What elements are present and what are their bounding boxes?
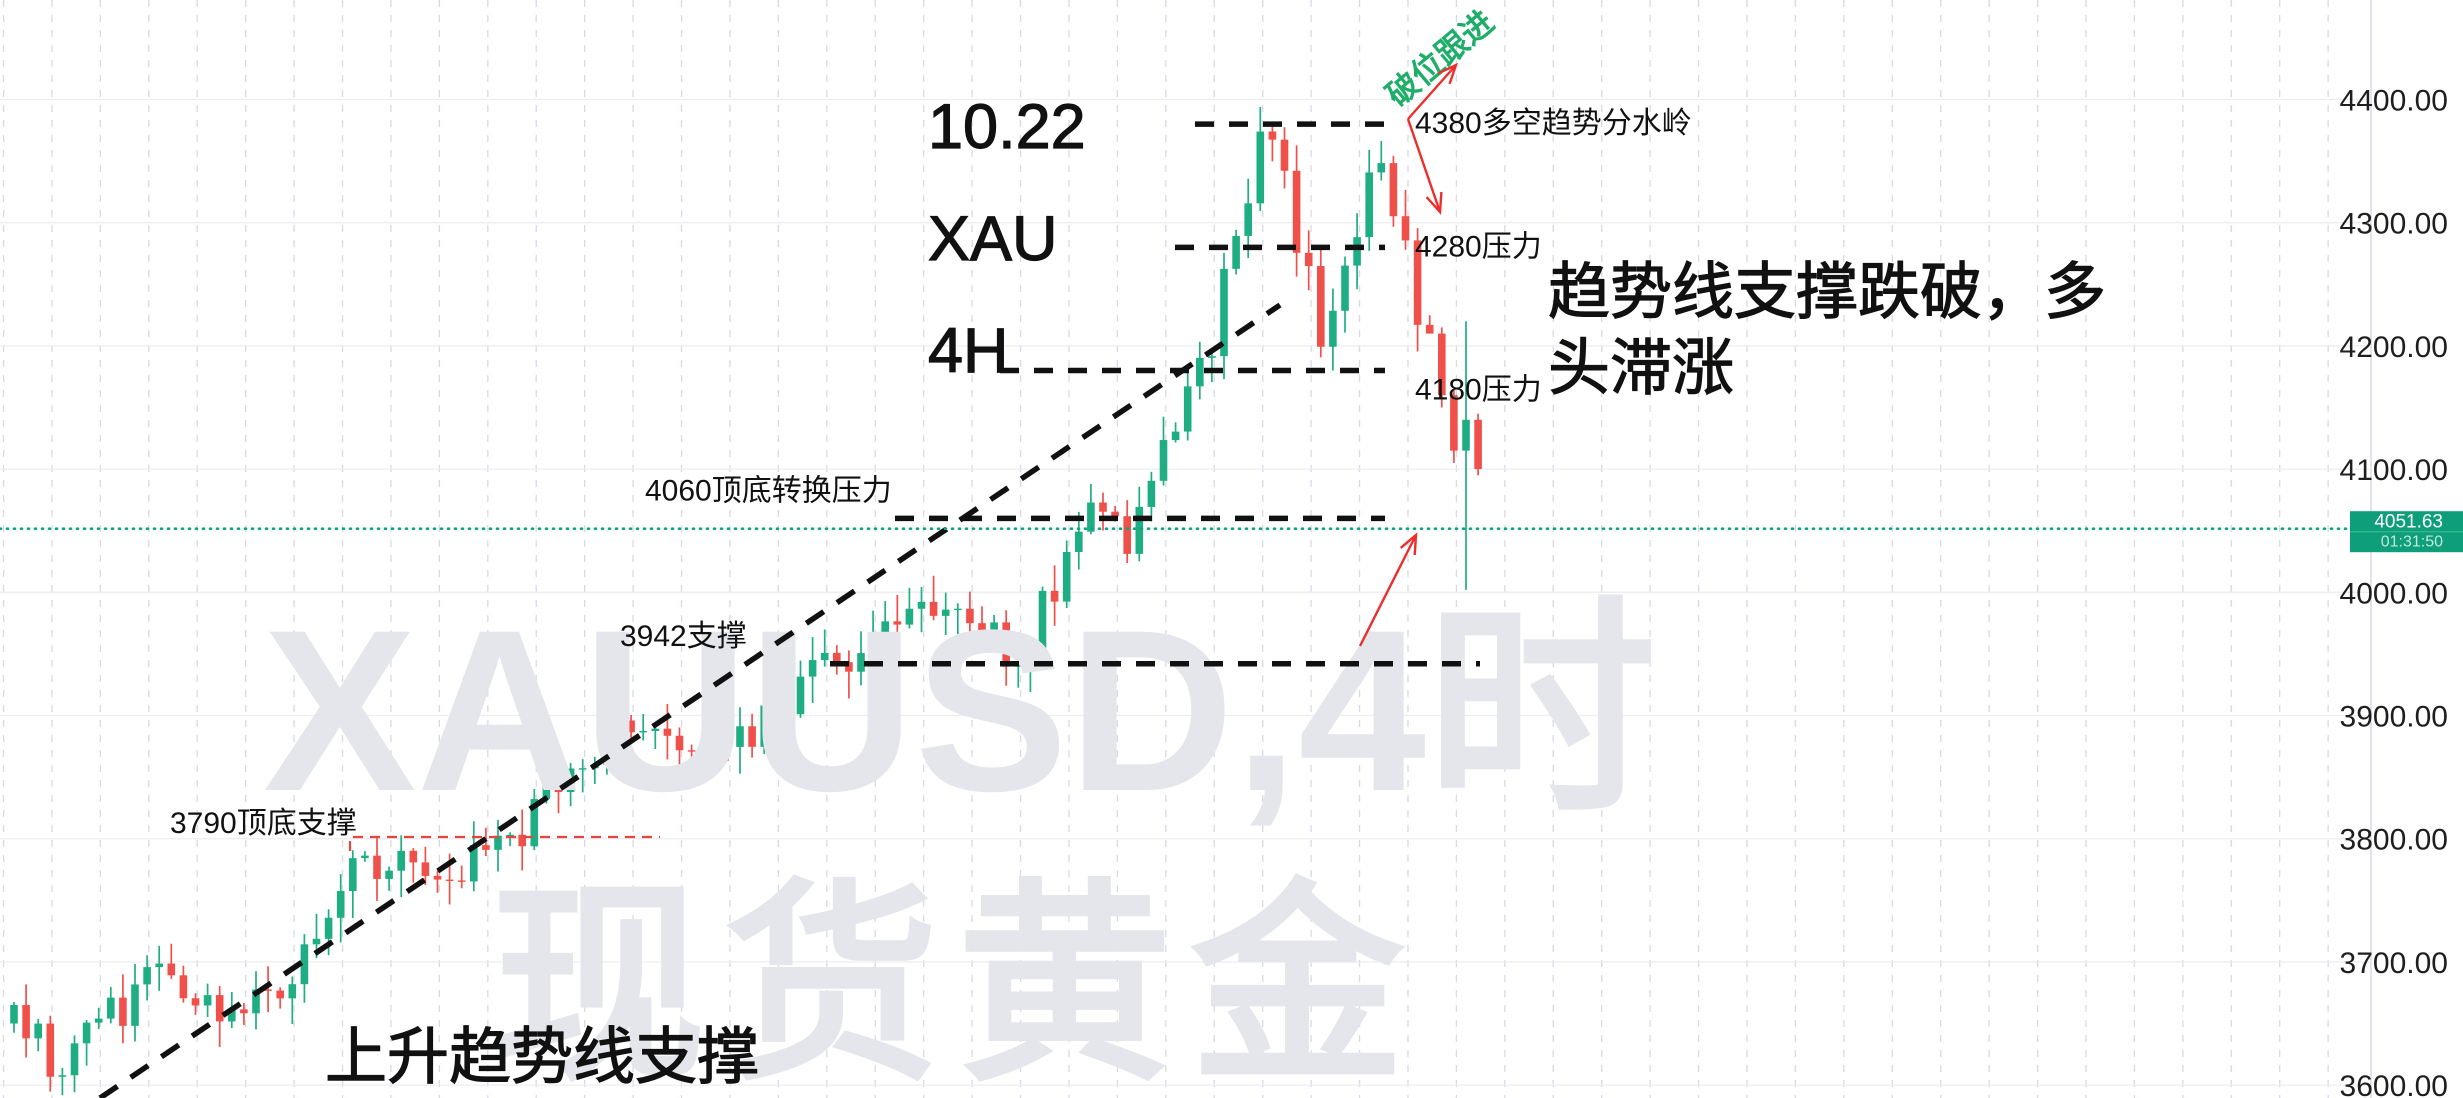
svg-text:头滞涨: 头滞涨 bbox=[1548, 334, 1734, 403]
svg-text:4H: 4H bbox=[928, 316, 1009, 386]
svg-text:4400.00: 4400.00 bbox=[2340, 85, 2448, 118]
svg-text:3790顶底支撑: 3790顶底支撑 bbox=[170, 807, 357, 840]
svg-text:4200.00: 4200.00 bbox=[2340, 331, 2448, 364]
svg-text:3800.00: 3800.00 bbox=[2340, 824, 2448, 857]
svg-text:4280压力: 4280压力 bbox=[1415, 230, 1542, 263]
svg-text:4100.00: 4100.00 bbox=[2340, 454, 2448, 487]
svg-text:3700.00: 3700.00 bbox=[2340, 947, 2448, 980]
svg-text:XAU: XAU bbox=[928, 204, 1058, 274]
svg-text:XAUUSD,4时: XAUUSD,4时 bbox=[263, 582, 1656, 839]
svg-text:4300.00: 4300.00 bbox=[2340, 208, 2448, 241]
svg-text:4051.63: 4051.63 bbox=[2374, 512, 2443, 533]
svg-text:3942支撑: 3942支撑 bbox=[620, 620, 747, 653]
svg-text:破位跟进: 破位跟进 bbox=[1379, 3, 1500, 113]
svg-text:10.22: 10.22 bbox=[928, 92, 1086, 162]
svg-text:3600.00: 3600.00 bbox=[2340, 1070, 2448, 1098]
svg-text:上升趋势线支撑: 上升趋势线支撑 bbox=[325, 1023, 759, 1092]
svg-text:趋势线支撑跌破，多: 趋势线支撑跌破，多 bbox=[1548, 258, 2106, 327]
svg-text:01:31:50: 01:31:50 bbox=[2381, 534, 2443, 551]
svg-text:4000.00: 4000.00 bbox=[2340, 577, 2448, 610]
svg-text:3900.00: 3900.00 bbox=[2340, 701, 2448, 734]
svg-text:4180压力: 4180压力 bbox=[1415, 374, 1542, 407]
svg-text:4380多空趋势分水岭: 4380多空趋势分水岭 bbox=[1415, 107, 1692, 140]
svg-text:4060顶底转换压力: 4060顶底转换压力 bbox=[645, 474, 892, 507]
